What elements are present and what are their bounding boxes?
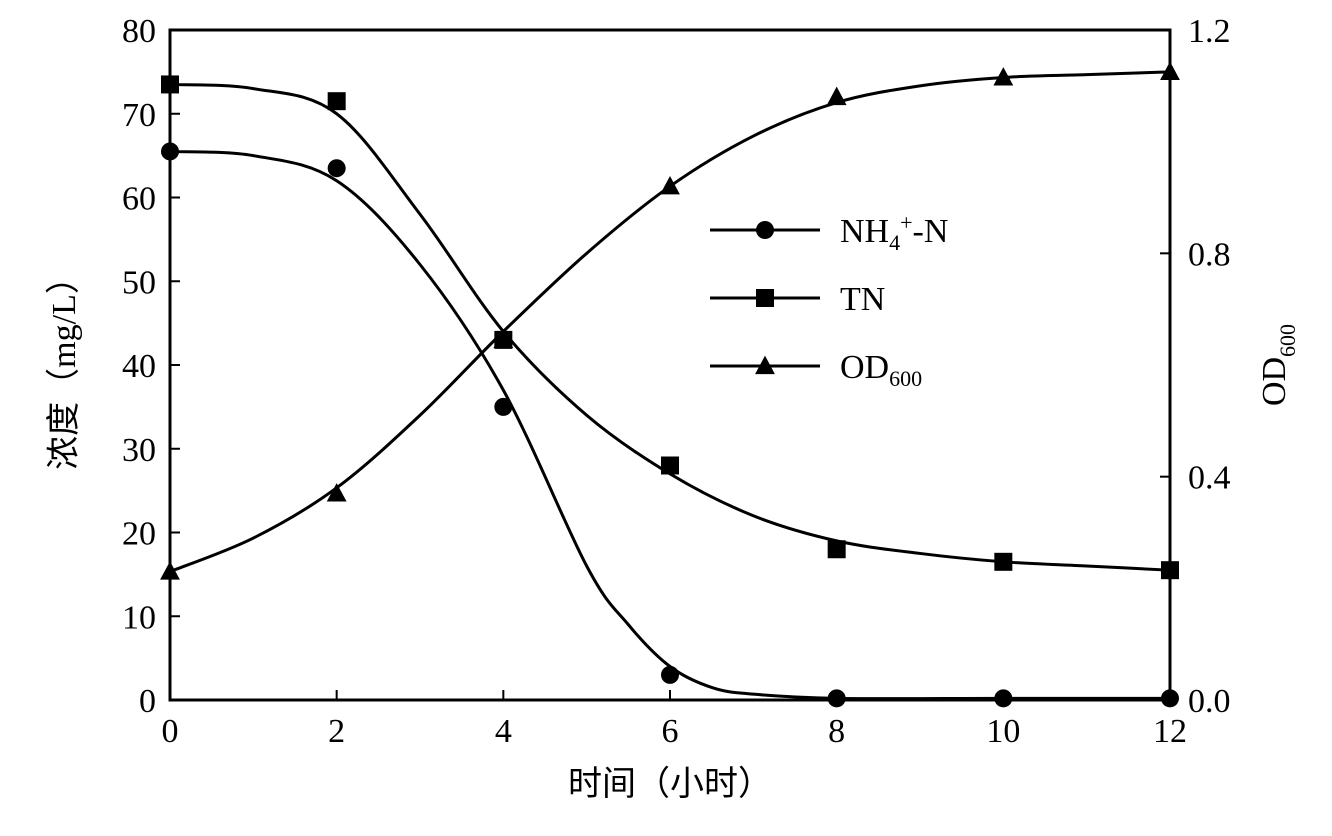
- y-left-tick-label: 60: [122, 181, 156, 218]
- y-left-tick-label: 80: [122, 13, 156, 50]
- series-line-NH4+-N: [170, 151, 1170, 698]
- x-tick-label: 12: [1153, 713, 1187, 750]
- y-left-tick-label: 10: [122, 599, 156, 636]
- x-tick-label: 0: [162, 713, 179, 750]
- x-tick-label: 10: [986, 713, 1020, 750]
- y-right-tick-label: 0.4: [1188, 460, 1231, 497]
- x-tick-label: 6: [662, 713, 679, 750]
- series-line-OD600: [170, 72, 1170, 572]
- y-left-tick-label: 0: [139, 683, 156, 720]
- x-axis-label: 时间（小时）: [568, 765, 772, 803]
- x-tick-label: 8: [828, 713, 845, 750]
- legend-label-NH4+-N: NH4+-N: [840, 210, 948, 255]
- y-right-axis-label: OD600: [1256, 324, 1300, 406]
- y-right-tick-label: 0.8: [1188, 236, 1231, 273]
- y-right-tick-label: 1.2: [1188, 13, 1231, 50]
- x-tick-label: 4: [495, 713, 512, 750]
- x-tick-label: 2: [328, 713, 345, 750]
- chart-svg: 0 2 4 6 8 10 12 时间（小时） 0 10 20 30 40 50 60 70 80 浓度（mg/L）…: [0, 0, 1332, 836]
- series-line-TN: [170, 84, 1170, 570]
- y-left-tick-label: 20: [122, 516, 156, 553]
- chart-root: 0 2 4 6 8 10 12 时间（小时） 0 10 20 30 40 50 60 70 80 浓度（mg/L）…: [0, 0, 1332, 836]
- y-left-tick-label: 70: [122, 97, 156, 134]
- y-left-axis-label: 浓度（mg/L）: [45, 260, 83, 470]
- legend-label-OD600: OD600: [840, 349, 922, 391]
- y-right-tick-label: 0.0: [1188, 683, 1231, 720]
- y-left-tick-label: 40: [122, 348, 156, 385]
- y-left-tick-label: 50: [122, 264, 156, 301]
- legend-label-TN: TN: [840, 281, 885, 318]
- y-left-tick-label: 30: [122, 432, 156, 469]
